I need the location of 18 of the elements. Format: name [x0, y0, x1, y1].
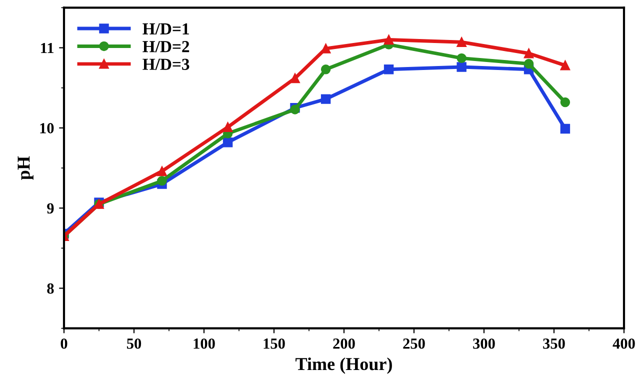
x-axis-title: Time (Hour)	[296, 357, 392, 374]
x-tick-label: 300	[473, 338, 495, 349]
x-tick-label: 150	[264, 338, 285, 349]
y-tick-label: 8	[47, 283, 54, 294]
x-tick-label: 100	[194, 338, 215, 349]
x-tick-label: 200	[333, 338, 355, 349]
x-tick-label: 50	[126, 338, 142, 349]
legend-label: H/D=2	[142, 41, 190, 52]
x-tick-label: 400	[612, 338, 635, 349]
y-axis-title: pH	[18, 156, 34, 180]
y-tick-label: 10	[40, 123, 54, 134]
y-tick-label: 9	[47, 203, 54, 214]
x-tick-label: 350	[543, 338, 565, 349]
legend-label: H/D=3	[142, 58, 190, 70]
y-tick-label: 11	[41, 42, 54, 54]
x-tick-label: 0	[60, 338, 68, 349]
legend-label: H/D=1	[142, 23, 189, 35]
x-tick-label: 250	[403, 338, 425, 349]
